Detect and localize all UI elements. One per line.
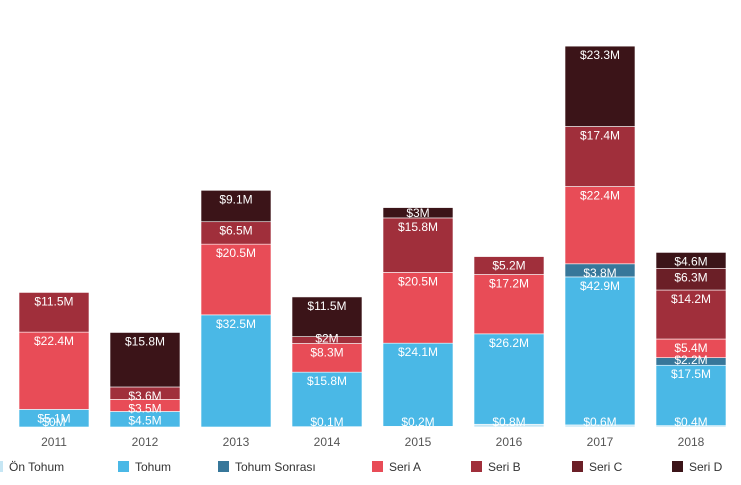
data-label-seri-a-2013: $20.5M bbox=[216, 246, 256, 260]
data-label-tohum-2011: $5.1M bbox=[37, 411, 70, 425]
bar-segment-tohum-2018 bbox=[655, 364, 727, 426]
bar-segment-seri-d-2015 bbox=[382, 207, 454, 219]
data-label-tohum-sonrasi-2017: $3.8M bbox=[583, 266, 616, 280]
x-tick-label-2017: 2017 bbox=[587, 435, 614, 449]
legend: Ön Tohum Tohum Tohum Sonrası Seri A Seri B Se… bbox=[0, 460, 723, 474]
data-label-seri-a-2017: $22.4M bbox=[580, 189, 620, 203]
bar-segment-seri-a-2017 bbox=[564, 186, 636, 265]
legend-item-seri-c[interactable]: Seri C bbox=[572, 460, 623, 474]
legend-item-tohum[interactable]: Tohum bbox=[118, 460, 171, 474]
bar-segment-tohum-2015 bbox=[382, 342, 454, 427]
data-label-seri-d-2013: $9.1M bbox=[219, 192, 252, 206]
bar-segment-seri-a-2015 bbox=[382, 272, 454, 344]
legend-label-tohum-sonrasi: Tohum Sonrası bbox=[235, 460, 316, 474]
data-label-seri-d-2012: $15.8M bbox=[125, 334, 165, 348]
bar-segment-tohum-2017 bbox=[564, 276, 636, 426]
data-label-seri-b-2017: $17.4M bbox=[580, 129, 620, 143]
legend-item-on-tohum[interactable]: Ön Tohum bbox=[0, 460, 64, 474]
data-label-tohum-2018: $17.5M bbox=[671, 367, 711, 381]
data-label-on-tohum-2017: $0.6M bbox=[583, 415, 616, 429]
data-label-tohum-2013: $32.5M bbox=[216, 317, 256, 331]
bar-segment-seri-b-2011 bbox=[18, 292, 90, 333]
data-label-seri-a-2011: $22.4M bbox=[34, 334, 74, 348]
data-label-on-tohum-2011: $0M bbox=[42, 415, 65, 429]
bar-segment-seri-d-2013 bbox=[200, 190, 272, 223]
bars-layer bbox=[18, 45, 727, 428]
data-label-on-tohum-2015: $0.2M bbox=[401, 415, 434, 429]
data-label-seri-a-2014: $8.3M bbox=[310, 346, 343, 360]
data-label-seri-a-2012: $3.5M bbox=[128, 401, 161, 415]
bar-segment-tohum-2014 bbox=[291, 371, 363, 427]
bar-segment-seri-b-2016 bbox=[473, 256, 545, 275]
x-tick-label-2016: 2016 bbox=[496, 435, 523, 449]
x-tick-label-2012: 2012 bbox=[132, 435, 159, 449]
legend-swatch-on-tohum bbox=[0, 461, 3, 472]
data-label-tohum-2015: $24.1M bbox=[398, 345, 438, 359]
bar-segment-seri-d-2017 bbox=[564, 45, 636, 127]
data-label-seri-b-2015: $15.8M bbox=[398, 220, 438, 234]
legend-label-seri-a: Seri A bbox=[389, 460, 421, 474]
bar-segment-seri-a-2014 bbox=[291, 343, 363, 373]
legend-swatch-tohum bbox=[118, 461, 129, 472]
legend-item-tohum-sonrasi[interactable]: Tohum Sonrası bbox=[218, 460, 316, 474]
x-tick-label-2015: 2015 bbox=[405, 435, 432, 449]
data-label-tohum-2016: $26.2M bbox=[489, 336, 529, 350]
data-label-seri-d-2018: $4.6M bbox=[674, 254, 707, 268]
legend-swatch-seri-a bbox=[372, 461, 383, 472]
legend-swatch-tohum-sonrasi bbox=[218, 461, 229, 472]
legend-swatch-seri-c bbox=[572, 461, 583, 472]
data-label-seri-b-2011: $11.5M bbox=[34, 294, 73, 308]
data-label-tohum-2014: $15.8M bbox=[307, 374, 347, 388]
bar-segment-seri-d-2012 bbox=[109, 332, 181, 388]
legend-item-seri-d[interactable]: Seri D bbox=[672, 460, 723, 474]
x-axis: 2011 2012 2013 2014 2015 2016 2017 2018 bbox=[41, 435, 705, 449]
data-label-seri-b-2018: $14.2M bbox=[671, 292, 711, 306]
data-label-seri-a-2015: $20.5M bbox=[398, 274, 438, 288]
data-label-seri-b-2016: $5.2M bbox=[492, 259, 525, 273]
legend-swatch-seri-d bbox=[672, 461, 683, 472]
data-label-tohum-sonrasi-2018: $2.2M bbox=[674, 353, 707, 367]
data-label-seri-b-2012: $3.6M bbox=[128, 389, 161, 403]
legend-label-on-tohum: Ön Tohum bbox=[9, 460, 64, 474]
legend-swatch-seri-b bbox=[471, 461, 482, 472]
legend-label-tohum: Tohum bbox=[135, 460, 171, 474]
x-tick-label-2011: 2011 bbox=[41, 435, 67, 449]
data-label-seri-d-2014: $11.5M bbox=[307, 299, 346, 313]
legend-item-seri-b[interactable]: Seri B bbox=[471, 460, 521, 474]
bar-segment-tohum-2013 bbox=[200, 314, 272, 428]
segment-labels-layer: $0M$5.1M $22.4M $11.5M $4.5M$3.5M$3.6M $15.8… bbox=[34, 48, 711, 429]
legend-label-seri-c: Seri C bbox=[589, 460, 623, 474]
data-label-seri-b-2014: $2M bbox=[315, 332, 338, 346]
data-label-on-tohum-2016: $0.8M bbox=[492, 415, 525, 429]
bar-segment-seri-a-2016 bbox=[473, 274, 545, 335]
legend-item-seri-a[interactable]: Seri A bbox=[372, 460, 421, 474]
bar-segment-seri-d-2018 bbox=[655, 252, 727, 269]
bar-segment-seri-b-2017 bbox=[564, 126, 636, 187]
data-label-on-tohum-2018: $0.4M bbox=[674, 415, 707, 429]
data-label-seri-d-2015: $3M bbox=[406, 206, 429, 220]
x-tick-label-2018: 2018 bbox=[678, 435, 705, 449]
bar-segment-seri-b-2015 bbox=[382, 217, 454, 273]
data-label-tohum-2012: $4.5M bbox=[128, 413, 161, 427]
data-label-on-tohum-2014: $0.1M bbox=[310, 415, 343, 429]
bar-segment-seri-a-2011 bbox=[18, 331, 90, 410]
bar-segment-tohum-2016 bbox=[473, 333, 545, 425]
bar-segment-seri-d-2014 bbox=[291, 296, 363, 337]
data-label-seri-a-2016: $17.2M bbox=[489, 277, 529, 291]
legend-label-seri-d: Seri D bbox=[689, 460, 723, 474]
data-label-seri-b-2013: $6.5M bbox=[219, 224, 252, 238]
x-tick-label-2014: 2014 bbox=[314, 435, 341, 449]
data-label-seri-a-2018: $5.4M bbox=[674, 341, 707, 355]
legend-label-seri-b: Seri B bbox=[488, 460, 521, 474]
x-tick-label-2013: 2013 bbox=[223, 435, 250, 449]
data-label-seri-d-2017: $23.3M bbox=[580, 48, 620, 62]
bar-segment-seri-b-2018 bbox=[655, 289, 727, 340]
data-label-tohum-2017: $42.9M bbox=[580, 279, 620, 293]
data-label-seri-c-2018: $6.3M bbox=[674, 270, 707, 284]
